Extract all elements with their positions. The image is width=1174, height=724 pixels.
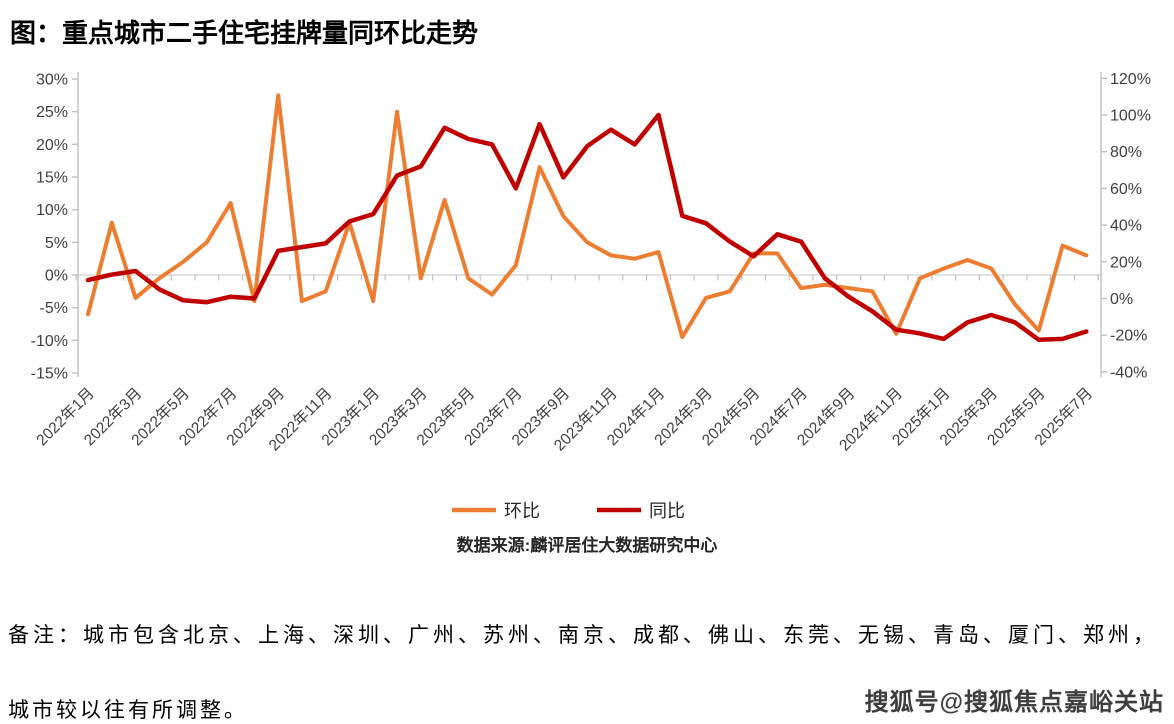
y-axis-right-label: -40%: [1110, 364, 1147, 381]
y-axis-left-label: 25%: [36, 104, 68, 121]
chart-legend: 环比 同比: [452, 501, 685, 521]
chart-title: 图：重点城市二手住宅挂牌量同环比走势: [10, 18, 478, 48]
mom-line: [86, 93, 1089, 340]
y-axis-right-label: -20%: [1110, 328, 1147, 345]
footnote-line-1: 备注：城市包含北京、上海、深圳、广州、苏州、南京、成都、佛山、东莞、无锡、青岛、…: [8, 623, 1158, 647]
legend-label-yoy: 同比: [649, 501, 685, 521]
y-axis-right-label: 40%: [1110, 218, 1142, 235]
y-axis-left-label: 20%: [36, 137, 68, 154]
series-lines: [85, 93, 1089, 343]
trend-line-chart: 图：重点城市二手住宅挂牌量同环比走势 30% 25% 20% 15% 10% 5% 0% -5…: [10, 18, 1151, 555]
legend-label-mom: 环比: [504, 501, 540, 521]
y-axis-left-label: 15%: [36, 170, 68, 187]
footnote-line-2: 城市较以往有所调整。: [8, 698, 248, 722]
y-axis-right-label: 20%: [1110, 254, 1142, 271]
y-axis-left-label: 5%: [45, 235, 68, 252]
y-axis-right-label: 100%: [1110, 108, 1151, 125]
y-axis-left-label: -10%: [31, 333, 68, 350]
x-axis-labels: 2022年1月2022年3月2022年5月2022年7月2022年9月2022年…: [33, 384, 1096, 454]
y-axis-left-label: 10%: [36, 202, 68, 219]
y-axis-right-labels: 120% 100% 80% 60% 40% 20% 0% -20% -40%: [1110, 71, 1151, 382]
y-axis-right-label: 60%: [1110, 181, 1142, 198]
axes: [72, 72, 1107, 377]
y-axis-left-label: -5%: [40, 300, 68, 317]
y-axis-left-label: 0%: [45, 268, 68, 285]
y-axis-left-label: -15%: [31, 365, 68, 382]
y-axis-right-label: 120%: [1110, 71, 1151, 88]
yoy-line: [85, 112, 1089, 343]
y-axis-right-label: 80%: [1110, 144, 1142, 161]
y-axis-right-label: 0%: [1110, 291, 1133, 308]
watermark: 搜狐号@搜狐焦点嘉峪关站: [864, 689, 1164, 716]
y-axis-left-label: 30%: [36, 72, 68, 89]
y-axis-left-labels: 30% 25% 20% 15% 10% 5% 0% -5% -10% -15%: [31, 72, 68, 383]
footnote: 备注：城市包含北京、上海、深圳、广州、苏州、南京、成都、佛山、东莞、无锡、青岛、…: [8, 612, 1166, 724]
data-source: 数据来源:麟评居住大数据研究中心: [457, 535, 718, 555]
